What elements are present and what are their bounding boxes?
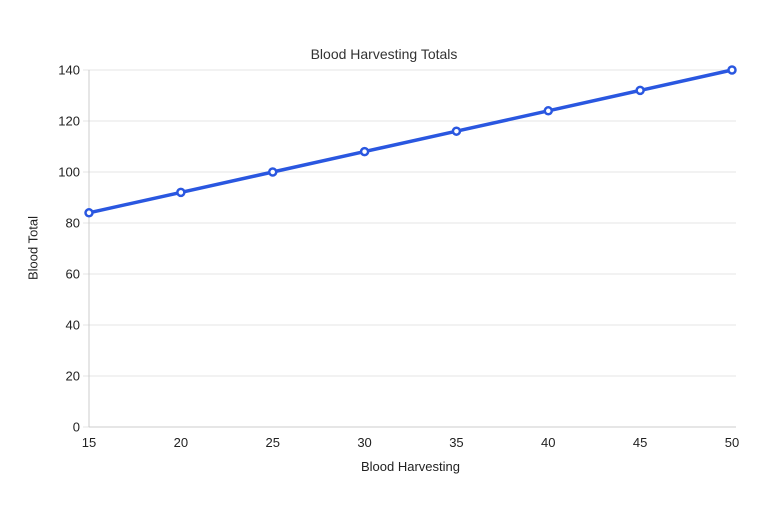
data-point-marker <box>267 167 278 177</box>
data-point-marker <box>635 85 645 96</box>
y-tick-label: 140 <box>58 63 80 78</box>
x-tick-label: 45 <box>633 435 647 450</box>
data-point-marker <box>176 187 186 198</box>
series-line <box>87 68 734 215</box>
y-tick-label: 80 <box>66 216 80 231</box>
x-tick-label: 25 <box>265 435 279 450</box>
data-point-marker <box>727 65 737 75</box>
y-tick-label: 20 <box>66 369 80 384</box>
x-tick-label: 35 <box>449 435 463 450</box>
data-point-marker <box>543 106 554 116</box>
x-tick-label: 50 <box>725 435 739 450</box>
data-point-marker <box>359 146 370 157</box>
data-point-marker <box>451 126 462 136</box>
x-tick-label: 20 <box>174 435 188 450</box>
data-point-marker <box>84 208 94 218</box>
y-tick-label: 120 <box>58 114 80 129</box>
y-tick-label: 100 <box>58 165 80 180</box>
y-tick-label: 40 <box>66 318 80 333</box>
y-tick-label: 0 <box>73 420 80 435</box>
y-tick-label: 60 <box>66 267 80 282</box>
chart-title: Blood Harvesting Totals <box>310 46 458 62</box>
x-tick-label: 15 <box>82 435 96 450</box>
x-axis-title: Blood Harvesting <box>361 459 460 474</box>
x-tick-label: 40 <box>541 435 555 450</box>
x-tick-label: 30 <box>357 435 371 450</box>
y-axis-title: Blood Total <box>25 215 41 281</box>
